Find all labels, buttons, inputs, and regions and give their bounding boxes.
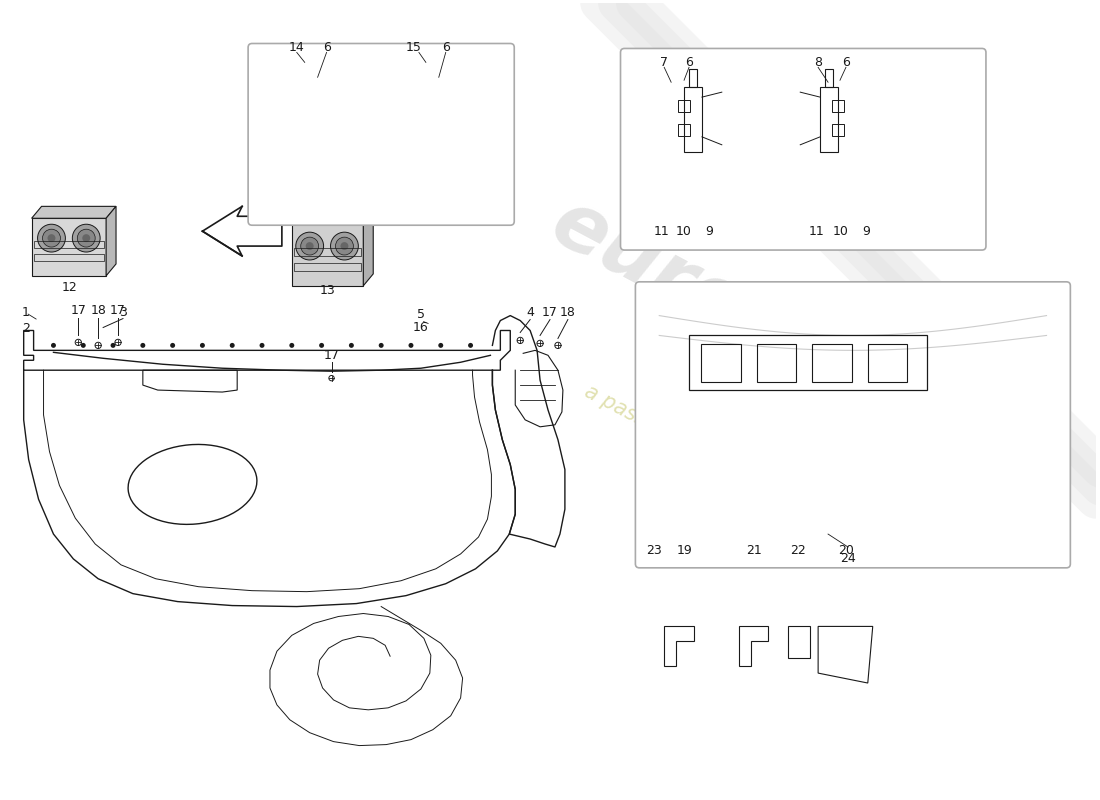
Circle shape	[37, 224, 65, 252]
Text: euroBlets: euroBlets	[538, 183, 960, 458]
Polygon shape	[32, 218, 106, 276]
Circle shape	[408, 343, 414, 348]
Circle shape	[43, 229, 60, 247]
Circle shape	[111, 343, 116, 348]
Text: 17: 17	[323, 349, 340, 362]
Text: 11: 11	[808, 225, 824, 238]
Text: 8: 8	[814, 56, 822, 69]
Text: 18: 18	[90, 304, 106, 317]
Circle shape	[438, 343, 443, 348]
FancyBboxPatch shape	[249, 43, 515, 226]
Bar	[294, 263, 361, 271]
Circle shape	[47, 234, 55, 242]
Circle shape	[200, 343, 205, 348]
Circle shape	[319, 343, 324, 348]
Text: 23: 23	[647, 545, 662, 558]
Circle shape	[141, 343, 145, 348]
Text: 13: 13	[320, 284, 336, 298]
Circle shape	[82, 234, 90, 242]
Bar	[832, 100, 844, 112]
Polygon shape	[106, 206, 116, 276]
Circle shape	[336, 237, 353, 255]
Bar	[701, 344, 740, 382]
Text: 19: 19	[676, 545, 692, 558]
Polygon shape	[32, 206, 116, 218]
Polygon shape	[292, 210, 373, 222]
Circle shape	[469, 343, 473, 348]
Text: 14: 14	[289, 41, 305, 54]
Text: 17: 17	[542, 306, 558, 319]
Bar	[34, 241, 104, 248]
Text: 18: 18	[560, 306, 575, 319]
Text: 16: 16	[412, 321, 429, 334]
Circle shape	[349, 343, 354, 348]
Bar	[832, 124, 844, 136]
Text: 6: 6	[442, 41, 450, 54]
Polygon shape	[363, 210, 373, 286]
Circle shape	[77, 229, 96, 247]
Circle shape	[73, 224, 100, 252]
Text: 7: 7	[660, 56, 668, 69]
Text: 9: 9	[705, 225, 713, 238]
Bar	[678, 100, 690, 112]
Text: 10: 10	[833, 225, 849, 238]
Text: 15: 15	[406, 41, 422, 54]
Circle shape	[260, 343, 264, 348]
Bar	[868, 344, 908, 382]
Bar	[812, 344, 851, 382]
Text: 17: 17	[110, 304, 126, 317]
FancyBboxPatch shape	[636, 282, 1070, 568]
Circle shape	[378, 343, 384, 348]
Text: 6: 6	[842, 56, 850, 69]
Circle shape	[170, 343, 175, 348]
Bar	[294, 248, 361, 256]
Bar	[678, 124, 690, 136]
Text: a passion for quality: a passion for quality	[581, 381, 778, 498]
Text: 12: 12	[62, 282, 77, 294]
Text: 4: 4	[526, 306, 535, 319]
Text: 11: 11	[653, 225, 669, 238]
Text: 5: 5	[417, 308, 425, 321]
Circle shape	[80, 343, 86, 348]
Text: 21: 21	[746, 545, 761, 558]
Circle shape	[230, 343, 234, 348]
Circle shape	[300, 237, 319, 255]
Text: 24: 24	[840, 552, 856, 566]
Text: 6: 6	[322, 41, 330, 54]
Bar	[689, 335, 927, 390]
Text: 20: 20	[838, 545, 854, 558]
Circle shape	[306, 242, 313, 250]
Text: 17: 17	[70, 304, 86, 317]
Circle shape	[289, 343, 295, 348]
Bar	[34, 254, 104, 261]
Text: 2: 2	[22, 322, 30, 335]
Text: 10: 10	[676, 225, 692, 238]
Circle shape	[341, 242, 349, 250]
Bar	[757, 344, 796, 382]
FancyBboxPatch shape	[620, 49, 986, 250]
Text: 1: 1	[22, 306, 30, 319]
Circle shape	[296, 232, 323, 260]
Circle shape	[330, 232, 359, 260]
Text: 22: 22	[791, 545, 806, 558]
Text: 6: 6	[685, 56, 693, 69]
Text: 3: 3	[119, 306, 126, 319]
Polygon shape	[292, 222, 363, 286]
Circle shape	[51, 343, 56, 348]
Text: since 1985: since 1985	[640, 460, 778, 549]
Text: 9: 9	[862, 225, 870, 238]
